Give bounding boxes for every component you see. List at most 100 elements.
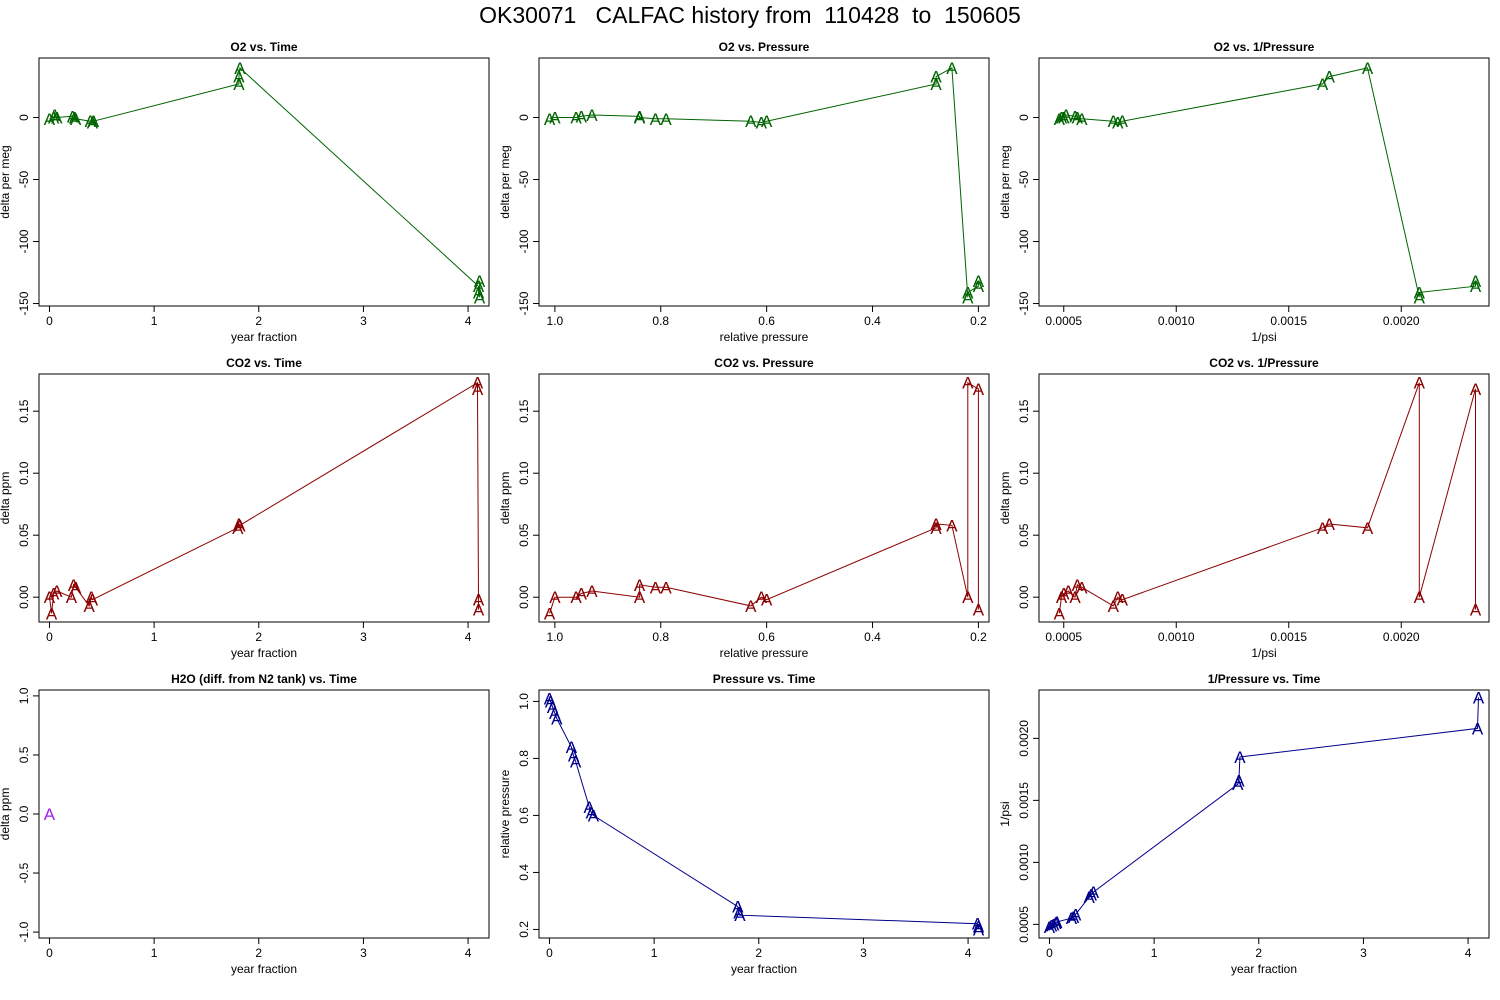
y-tick-label: -100 bbox=[1017, 229, 1031, 253]
x-tick-label: 2 bbox=[255, 946, 262, 960]
x-axis-label: 1/psi bbox=[1251, 330, 1276, 344]
x-tick-label: 0.4 bbox=[864, 314, 881, 328]
data-point: A bbox=[472, 380, 484, 399]
data-point: A bbox=[1324, 515, 1336, 534]
data-point: A bbox=[1058, 584, 1070, 603]
data-point: A bbox=[44, 110, 56, 129]
plot-frame bbox=[538, 373, 990, 623]
data-point: A bbox=[973, 601, 985, 620]
data-point: A bbox=[68, 576, 80, 595]
y-tick-label: 0.0020 bbox=[1017, 720, 1031, 757]
chart-title: O2 vs. 1/Pressure bbox=[1214, 40, 1315, 54]
chart-title: CO2 vs. Pressure bbox=[714, 356, 814, 370]
chart-title: O2 vs. Pressure bbox=[719, 40, 810, 54]
y-tick-label: 0.10 bbox=[517, 461, 531, 485]
series-line bbox=[49, 66, 481, 298]
y-tick-label: 0.15 bbox=[1017, 399, 1031, 423]
x-tick-label: 2 bbox=[255, 630, 262, 644]
y-tick-label: 0 bbox=[517, 114, 531, 121]
data-point: A bbox=[634, 576, 646, 595]
y-tick-label: 0 bbox=[1017, 114, 1031, 121]
data-point: A bbox=[761, 591, 773, 610]
data-point: A bbox=[473, 277, 485, 296]
x-axis-label: 1/psi bbox=[1251, 646, 1276, 660]
chart-panel-4: CO2 vs. Time 0 1 2 3 4 0.00 0.05 0.10 0.15 year fr… bbox=[0, 356, 490, 660]
chart-panel-8: Pressure vs. Time 0 1 2 3 4 0.2 0.4 0.6 0.8 1.0 yea… bbox=[498, 672, 990, 976]
y-tick-label: -1.0 bbox=[17, 921, 31, 942]
y-tick-label: -150 bbox=[517, 291, 531, 315]
y-tick-label: 0.6 bbox=[517, 807, 531, 824]
y-tick-label: 0.05 bbox=[1017, 523, 1031, 547]
data-point: A bbox=[1050, 914, 1062, 933]
y-tick-label: 0.10 bbox=[1017, 461, 1031, 485]
chart-title: CO2 vs. Time bbox=[226, 356, 302, 370]
data-point: A bbox=[1070, 905, 1082, 924]
data-point: A bbox=[930, 75, 942, 94]
data-point: A bbox=[1414, 288, 1426, 307]
y-axis-label: delta ppm bbox=[998, 472, 1012, 525]
y-tick-label: 0.2 bbox=[517, 921, 531, 938]
data-point: A bbox=[44, 805, 56, 824]
data-point: A bbox=[586, 582, 598, 601]
data-point: A bbox=[1234, 748, 1246, 767]
y-tick-label: -100 bbox=[517, 229, 531, 253]
chart-panel-2: O2 vs. Pressure 1.0 0.8 0.6 0.4 0.2 0 -50 -100 -1… bbox=[498, 40, 990, 344]
data-point: A bbox=[549, 588, 561, 607]
data-point: A bbox=[1317, 75, 1329, 94]
data-point: A bbox=[930, 68, 942, 87]
data-point: A bbox=[233, 75, 245, 94]
x-axis-label: year fraction bbox=[231, 330, 297, 344]
data-point: A bbox=[1058, 109, 1070, 128]
data-point: A bbox=[1362, 59, 1374, 78]
data-point: A bbox=[233, 68, 245, 87]
data-point: A bbox=[1317, 519, 1329, 538]
x-axis-label: relative pressure bbox=[720, 646, 809, 660]
data-point: A bbox=[1072, 109, 1084, 128]
data-point: A bbox=[1232, 775, 1244, 794]
x-tick-label: 3 bbox=[1360, 946, 1367, 960]
x-tick-label: 0.6 bbox=[758, 630, 775, 644]
data-point: A bbox=[1076, 578, 1088, 597]
data-point: A bbox=[1117, 112, 1129, 131]
plot-frame bbox=[38, 689, 490, 939]
data-point: A bbox=[1051, 913, 1063, 932]
data-point: A bbox=[973, 380, 985, 399]
data-point: A bbox=[48, 109, 60, 128]
data-point: A bbox=[48, 584, 60, 603]
series-line bbox=[49, 381, 479, 614]
data-point: A bbox=[733, 903, 745, 922]
x-tick-label: 1 bbox=[151, 314, 158, 328]
data-point: A bbox=[1233, 772, 1245, 791]
data-point: A bbox=[1069, 107, 1081, 126]
x-tick-label: 0 bbox=[546, 946, 553, 960]
x-tick-label: 0.0005 bbox=[1045, 630, 1082, 644]
plot-frame bbox=[538, 689, 990, 939]
chart-title: Pressure vs. Time bbox=[713, 672, 816, 686]
chart-panel-3: O2 vs. 1/Pressure 0.0005 0.0010 0.0015 0.002… bbox=[998, 40, 1490, 344]
y-tick-label: -50 bbox=[517, 171, 531, 189]
data-point: A bbox=[545, 692, 557, 711]
chart-panel-5: CO2 vs. Pressure 1.0 0.8 0.6 0.4 0.2 0.00 0.05 0… bbox=[498, 356, 990, 660]
data-point: A bbox=[1470, 601, 1482, 620]
data-point: A bbox=[1060, 106, 1072, 125]
x-tick-label: 0 bbox=[46, 946, 53, 960]
data-point: A bbox=[973, 918, 985, 937]
y-tick-label: -100 bbox=[17, 229, 31, 253]
data-point: A bbox=[1472, 719, 1484, 738]
y-tick-label: -150 bbox=[1017, 291, 1031, 315]
data-point: A bbox=[1362, 519, 1374, 538]
data-point: A bbox=[946, 59, 958, 78]
x-tick-label: 3 bbox=[860, 946, 867, 960]
series-line bbox=[549, 698, 979, 930]
y-tick-label: 0.5 bbox=[17, 746, 31, 763]
y-tick-label: 1.0 bbox=[517, 693, 531, 710]
x-tick-label: 0.0005 bbox=[1045, 314, 1082, 328]
x-tick-label: 0 bbox=[46, 630, 53, 644]
y-tick-label: 0.15 bbox=[17, 399, 31, 423]
x-axis-label: year fraction bbox=[231, 646, 297, 660]
x-tick-label: 4 bbox=[1465, 946, 1472, 960]
chart-panel-6: CO2 vs. 1/Pressure 0.0005 0.0010 0.0015 0.00… bbox=[998, 356, 1490, 660]
data-point: A bbox=[1063, 582, 1075, 601]
x-tick-label: 0.0020 bbox=[1383, 630, 1420, 644]
data-point: A bbox=[1088, 883, 1100, 902]
